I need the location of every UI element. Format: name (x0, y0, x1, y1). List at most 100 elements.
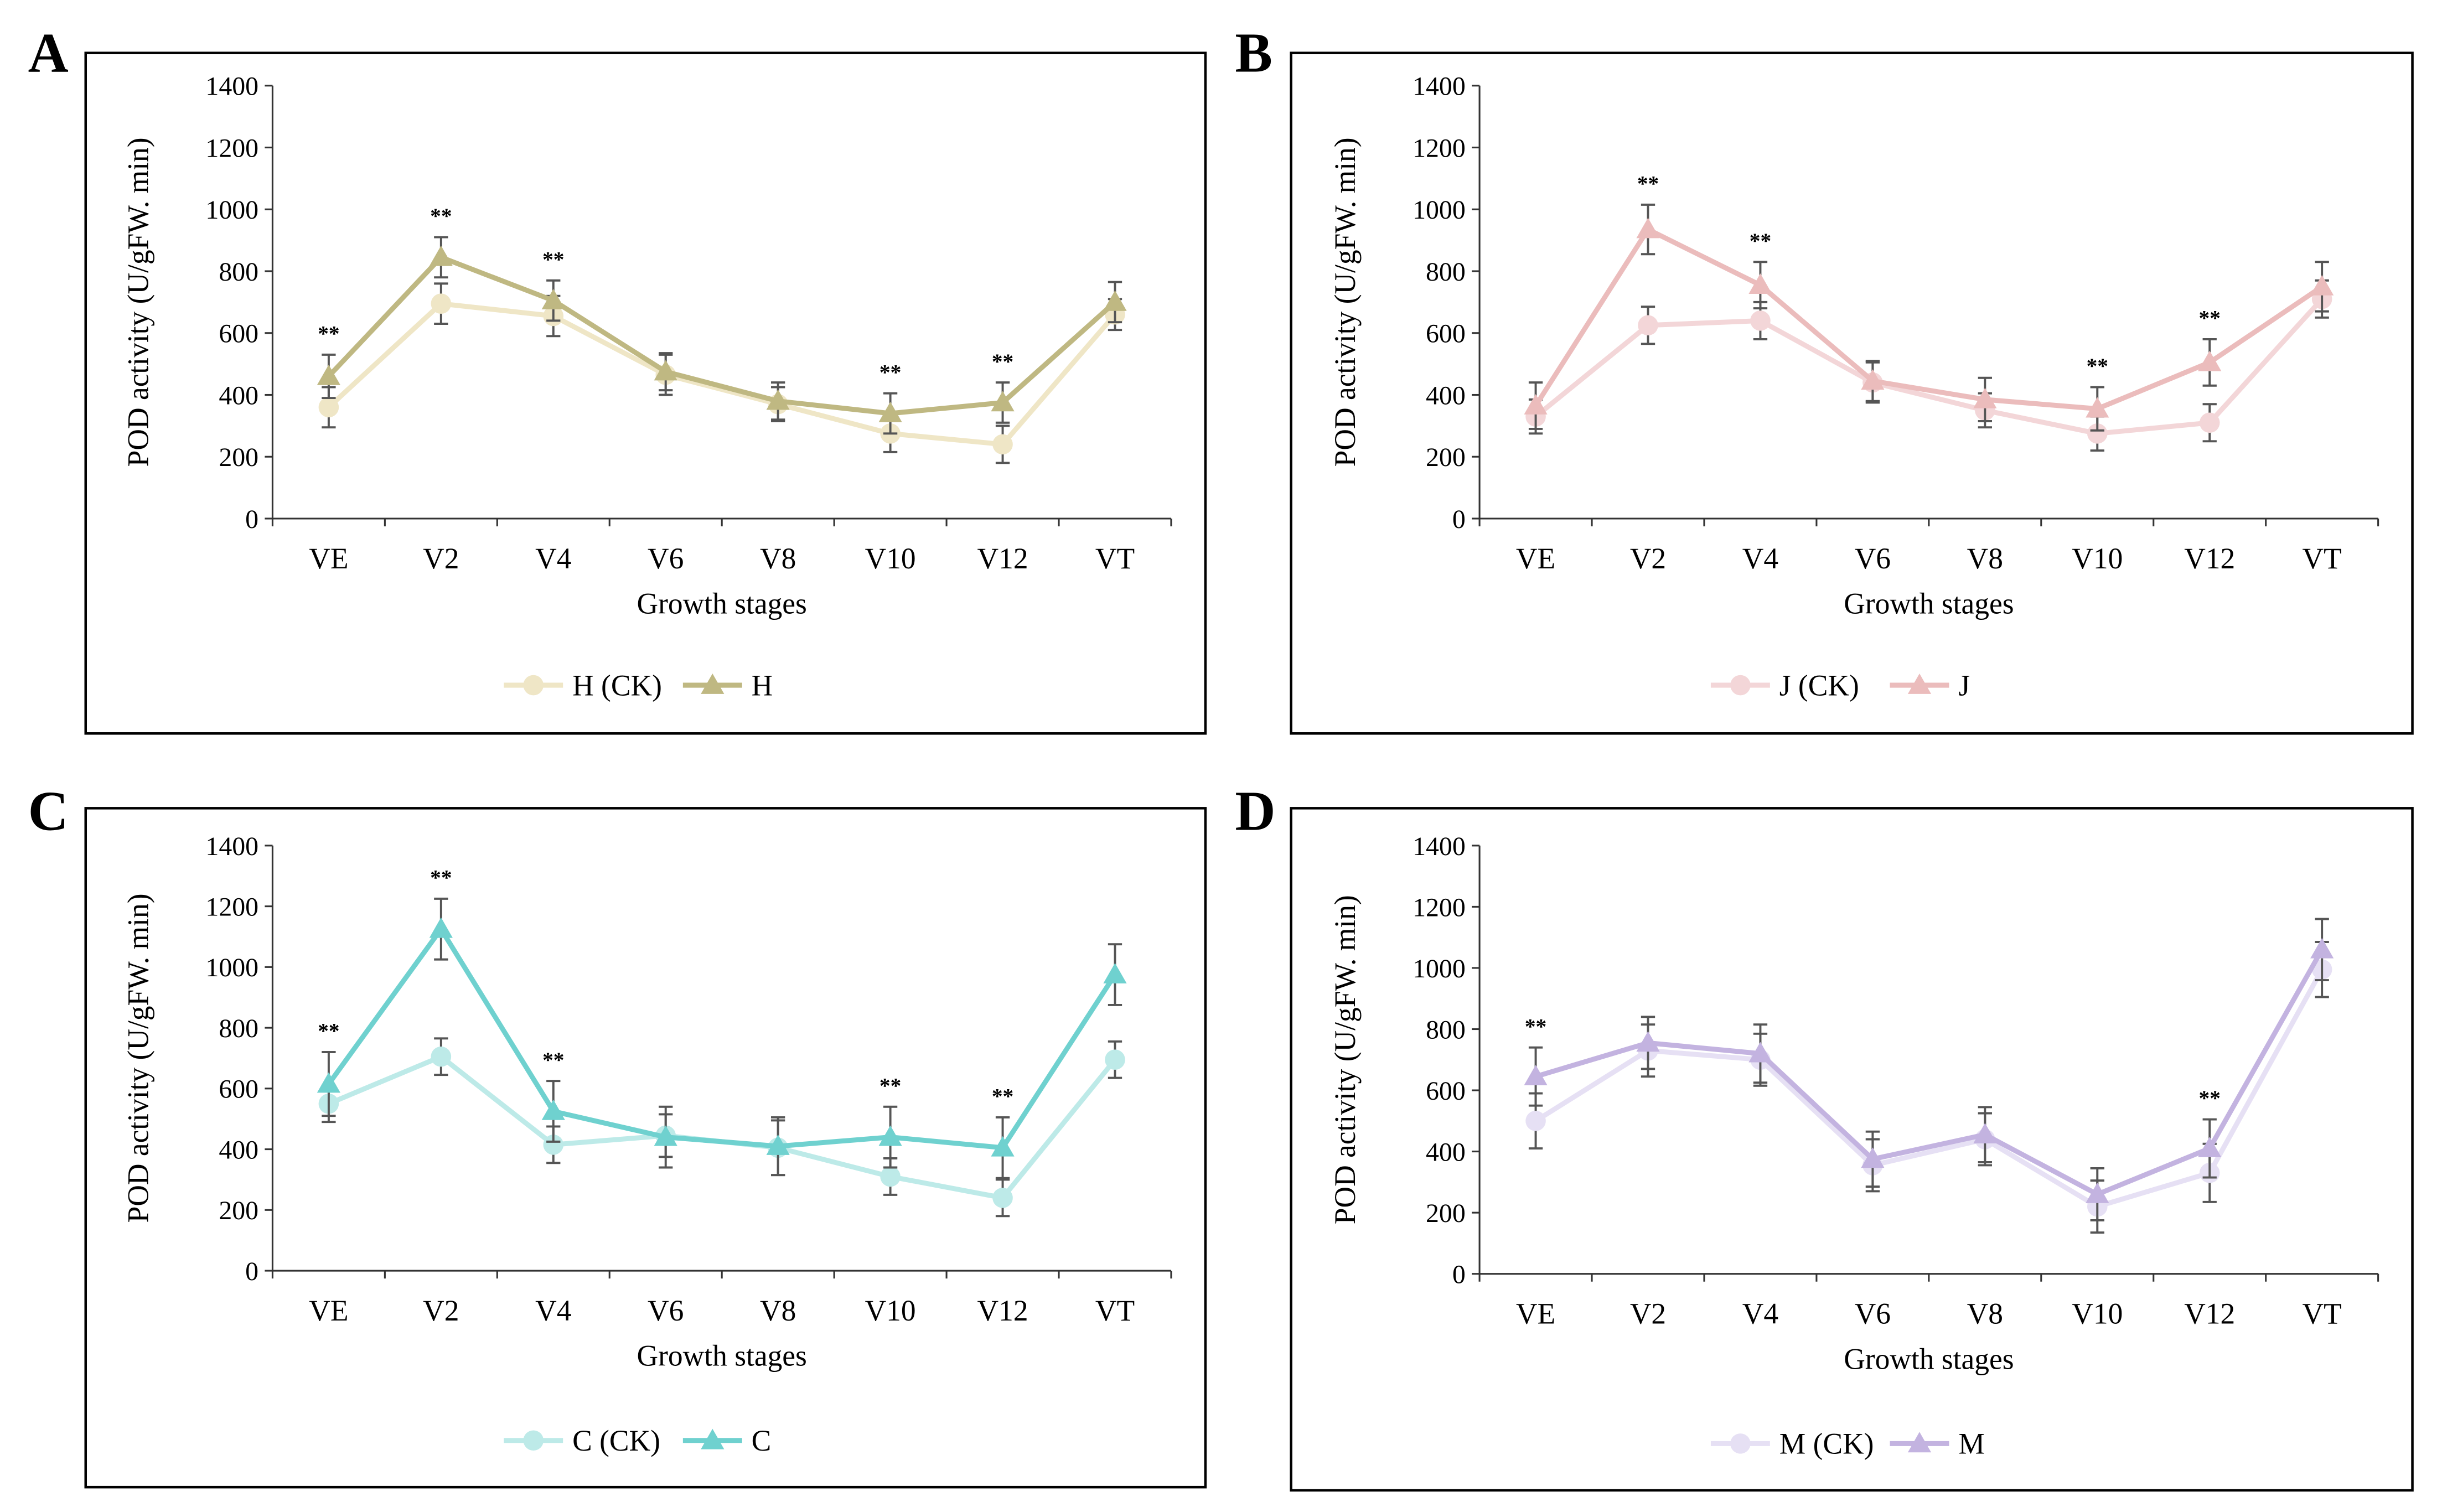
data-point (541, 1099, 565, 1120)
panel-frame (84, 51, 1207, 735)
data-point (318, 397, 339, 418)
y-tick-label: 400 (1426, 381, 1466, 410)
x-tick-label: V12 (977, 542, 1028, 575)
y-tick-label: 1000 (205, 195, 258, 225)
series-j (1524, 203, 2334, 432)
x-tick-label: V6 (648, 542, 684, 575)
data-point (1636, 1031, 1660, 1052)
legend-marker (1730, 1433, 1751, 1454)
significance-mark: ** (879, 1073, 901, 1097)
series-line (327, 926, 1117, 1151)
data-point (2198, 350, 2222, 371)
series-line (328, 1054, 1117, 1200)
data-point (1524, 1065, 1548, 1086)
legend-item: C (682, 1424, 771, 1457)
panel-label: A (28, 22, 69, 84)
x-tick-label: V10 (865, 1294, 916, 1327)
data-point (2310, 938, 2334, 959)
series-c-ck (318, 1037, 1125, 1218)
y-axis-title: POD activity (U/gFW. min) (121, 894, 154, 1223)
x-tick-label: VE (309, 1294, 348, 1327)
x-tick-label: VE (1516, 542, 1555, 575)
legend-label: C (CK) (572, 1424, 660, 1457)
panel-label: D (1235, 780, 1275, 842)
x-tick-label: VE (1516, 1297, 1555, 1330)
data-point (1525, 1111, 1546, 1131)
data-point (766, 1134, 790, 1155)
data-point (1636, 218, 1660, 239)
legend-label: J (1958, 669, 1970, 702)
legend-marker (523, 675, 544, 696)
y-tick-label: 0 (245, 505, 258, 534)
panel-label: C (28, 780, 69, 842)
data-point (429, 245, 453, 266)
series-line (1534, 968, 2325, 1209)
series-h (317, 236, 1127, 435)
x-tick-label: VT (2303, 1297, 2342, 1330)
y-tick-label: 200 (219, 443, 258, 472)
x-tick-label: V12 (2184, 542, 2235, 575)
data-point (317, 1072, 340, 1093)
x-tick-label: V12 (2184, 1297, 2235, 1330)
series-line (327, 301, 1117, 447)
significance-mark: ** (430, 866, 452, 890)
data-point (317, 364, 340, 385)
x-tick-label: V4 (535, 1294, 571, 1327)
chart-panel-d: D 0 200 400 600 800 1000 1200 1400 VE V2 V4 V6 V8 V10 V… (1235, 780, 2414, 1492)
legend-item: H (CK) (504, 669, 662, 702)
x-tick-label: V8 (1967, 1297, 2003, 1330)
significance-mark: ** (2199, 306, 2221, 330)
y-axis-title: POD activity (U/gFW. min) (121, 137, 154, 467)
x-tick-label: VT (1095, 1294, 1135, 1327)
legend-label: M (CK) (1779, 1427, 1874, 1461)
panel-frame (1290, 807, 2414, 1492)
legend-item: J (1890, 669, 1970, 702)
series-c (317, 897, 1127, 1179)
y-axis-title: POD activity (U/gFW. min) (1328, 895, 1362, 1224)
data-point (1861, 369, 1885, 390)
legend-label: H (CK) (572, 669, 662, 702)
x-tick-label: V2 (423, 542, 459, 575)
y-tick-label: 400 (219, 381, 258, 410)
x-tick-label: V8 (1967, 542, 2003, 575)
legend-marker (1907, 1432, 1932, 1453)
data-point (1861, 1147, 1885, 1168)
data-point (2199, 412, 2220, 433)
significance-mark: ** (318, 1019, 339, 1043)
legend-marker (523, 1430, 544, 1451)
significance-mark: ** (1525, 1014, 1546, 1038)
x-tick-label: VT (2303, 542, 2342, 575)
legend: M (CK) M (1710, 1427, 1985, 1461)
data-point (543, 1135, 564, 1155)
data-point (2087, 423, 2108, 444)
significance-mark: ** (2199, 1086, 2221, 1110)
data-point (541, 288, 565, 309)
x-tick-label: V6 (1855, 1297, 1891, 1330)
data-point (2086, 397, 2109, 418)
significance-mark: ** (879, 360, 901, 384)
data-point (1748, 273, 1772, 294)
data-point (1748, 1042, 1772, 1063)
y-tick-label: 1000 (205, 953, 258, 982)
x-tick-label: VE (309, 542, 348, 575)
x-tick-label: V4 (535, 542, 571, 575)
x-tick-label: V4 (1742, 542, 1778, 575)
y-axis-title: POD activity (U/gFW. min) (1328, 137, 1362, 467)
y-tick-label: 1400 (1413, 72, 1466, 101)
data-point (654, 1125, 677, 1146)
legend-marker (701, 1428, 725, 1449)
legend-item: J (CK) (1710, 669, 1859, 702)
data-point (2086, 1182, 2109, 1203)
legend-marker (1730, 675, 1751, 696)
y-tick-label: 1400 (205, 832, 258, 861)
y-tick-label: 800 (1426, 1015, 1466, 1044)
data-point (2198, 1136, 2222, 1157)
data-point (992, 434, 1013, 455)
significance-mark: ** (430, 204, 452, 228)
y-tick-label: 800 (219, 1014, 258, 1043)
legend-marker (1907, 673, 1932, 694)
significance-mark: ** (542, 247, 564, 271)
data-point (429, 917, 453, 938)
x-tick-label: V10 (2072, 542, 2123, 575)
significance-mark: ** (318, 322, 339, 346)
